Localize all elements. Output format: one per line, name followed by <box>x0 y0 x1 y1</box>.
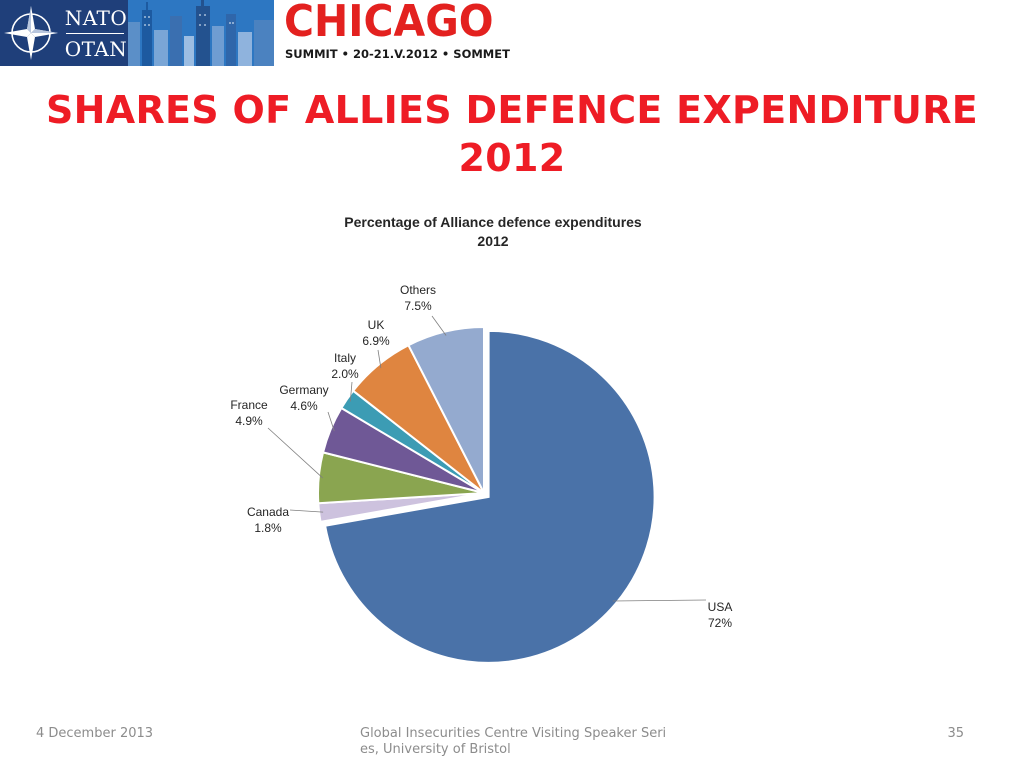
pie-slice-others <box>407 325 485 494</box>
chicago-skyline-graphic <box>128 0 274 66</box>
page-number: 35 <box>947 726 964 741</box>
chicago-wordmark: CHICAGO <box>284 0 494 47</box>
nato-compass-star-icon <box>4 6 58 60</box>
leader-line-germany <box>327 411 335 432</box>
nato-wordmark: NATO <box>64 6 128 30</box>
leader-line-france <box>267 427 323 479</box>
slice-label-italy: Italy <box>334 351 356 365</box>
leader-line-usa <box>612 599 707 602</box>
slice-label-france: France <box>230 398 268 412</box>
slice-value-uk: 6.9% <box>362 334 390 348</box>
chart-subtitle: 2012 <box>477 233 508 249</box>
leader-line-canada <box>289 509 324 513</box>
summit-dates: SUMMIT • 20-21.V.2012 • SOMMET <box>285 47 510 61</box>
otan-wordmark: OTAN <box>64 37 128 61</box>
slice-value-usa: 72% <box>708 616 732 630</box>
pie-slices <box>317 325 656 664</box>
slice-value-canada: 1.8% <box>254 521 282 535</box>
slice-value-others: 7.5% <box>404 299 432 313</box>
slice-label-others: Others <box>400 283 436 297</box>
slice-label-uk: UK <box>368 318 385 332</box>
summit-banner: NATO OTAN CHICAG <box>0 0 510 66</box>
chart-title: Percentage of Alliance defence expenditu… <box>344 214 642 230</box>
slice-value-france: 4.9% <box>235 414 263 428</box>
slice-value-germany: 4.6% <box>290 399 318 413</box>
slice-label-canada: Canada <box>247 505 289 519</box>
leader-line-italy <box>349 381 353 402</box>
slice-label-germany: Germany <box>279 383 328 397</box>
leader-line-uk <box>377 349 382 369</box>
leader-lines <box>267 315 707 602</box>
slice-labels: USA 72% Canada 1.8% France 4.9% Germany 4.6% Ita… <box>230 283 732 630</box>
slice-value-italy: 2.0% <box>331 367 359 381</box>
nato-divider <box>66 33 124 34</box>
pie-slice-usa <box>323 329 656 664</box>
leader-line-others <box>431 315 447 336</box>
slice-label-usa: USA <box>708 600 733 614</box>
footer-event: Global Insecurities Centre Visiting Spea… <box>360 726 667 757</box>
footer-date: 4 December 2013 <box>36 726 154 741</box>
slide-title: SHARES OF ALLIES DEFENCE EXPENDITURE 201… <box>45 88 979 180</box>
nato-logo: NATO OTAN <box>0 0 128 66</box>
